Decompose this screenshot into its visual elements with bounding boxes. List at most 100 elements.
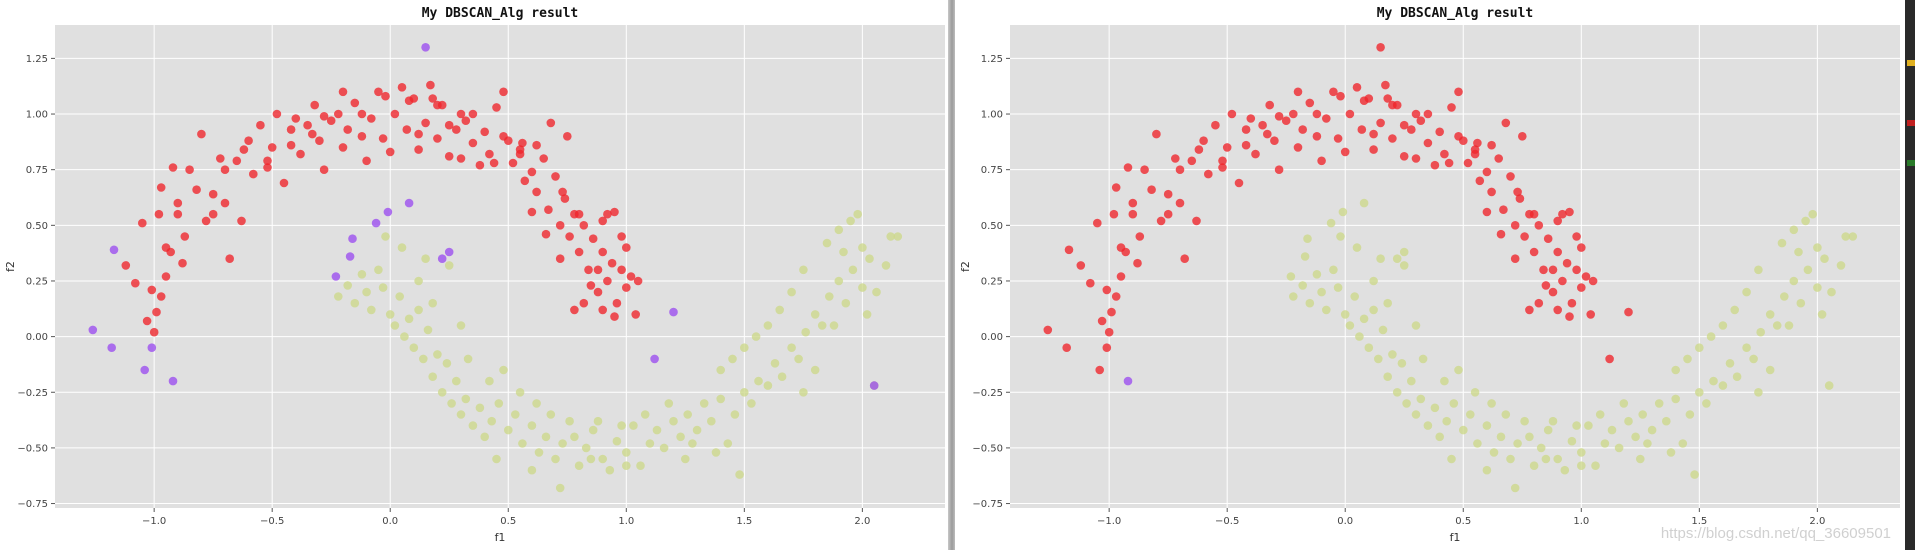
- data-point: [579, 298, 589, 308]
- data-point: [1796, 298, 1806, 308]
- data-point: [730, 410, 740, 419]
- data-point: [588, 234, 598, 243]
- data-point: [149, 327, 159, 337]
- data-point: [1300, 252, 1310, 261]
- data-point: [272, 109, 282, 119]
- data-point: [499, 87, 508, 97]
- data-point: [1525, 305, 1534, 315]
- data-point: [421, 118, 430, 128]
- data-point: [1607, 425, 1617, 435]
- data-point: [1392, 254, 1402, 263]
- data-point: [1111, 183, 1121, 192]
- data-point: [707, 416, 716, 426]
- data-point: [1383, 298, 1392, 308]
- data-point: [893, 232, 903, 241]
- data-point: [1784, 321, 1794, 330]
- data-point: [1595, 410, 1605, 419]
- data-point: [534, 448, 544, 457]
- left-plot-window: −1.0 −0.5 0.0 0.5 1.0 1.5 2.0 −0.75 −0.50 −0.25 0.…: [0, 0, 950, 550]
- data-point: [763, 321, 773, 330]
- data-point: [1199, 136, 1208, 145]
- data-point: [1742, 343, 1751, 353]
- data-point: [1241, 140, 1251, 150]
- data-point: [121, 261, 131, 270]
- data-point: [331, 272, 341, 281]
- data-point: [579, 221, 589, 230]
- data-point: [723, 439, 733, 448]
- data-point: [605, 465, 615, 475]
- data-point: [1588, 276, 1598, 286]
- data-point: [1329, 87, 1338, 97]
- data-point: [1369, 276, 1378, 286]
- data-point: [1643, 439, 1652, 448]
- data-point: [1381, 80, 1390, 90]
- data-point: [1312, 270, 1322, 279]
- data-point: [350, 298, 360, 308]
- data-point: [319, 165, 329, 174]
- data-point: [409, 343, 419, 353]
- data-point: [1376, 254, 1385, 263]
- data-point: [1265, 100, 1274, 110]
- data-point: [541, 432, 551, 442]
- data-point: [652, 425, 662, 435]
- data-point: [622, 461, 631, 471]
- data-point: [1383, 94, 1392, 103]
- data-point: [1357, 125, 1367, 134]
- data-point: [1565, 207, 1574, 217]
- data-point: [1350, 292, 1359, 301]
- data-point: [404, 314, 414, 324]
- data-point: [1683, 354, 1692, 364]
- data-point: [617, 265, 626, 275]
- data-point: [740, 343, 749, 353]
- data-point: [1605, 354, 1614, 364]
- data-point: [1227, 109, 1237, 119]
- data-point: [799, 265, 808, 275]
- data-point: [565, 232, 574, 241]
- data-point: [834, 276, 844, 286]
- data-point: [669, 416, 678, 426]
- data-point: [1572, 265, 1581, 275]
- data-point: [728, 354, 737, 364]
- data-point: [735, 470, 744, 479]
- data-point: [256, 120, 265, 130]
- data-point: [437, 254, 447, 263]
- data-point: [383, 207, 393, 217]
- data-point: [504, 425, 513, 435]
- data-point: [588, 425, 598, 435]
- data-point: [468, 138, 478, 148]
- data-point: [1305, 298, 1315, 308]
- data-point: [480, 432, 490, 442]
- data-point: [532, 187, 541, 197]
- data-point: [1473, 439, 1482, 448]
- data-point: [1402, 399, 1411, 408]
- data-point: [584, 265, 593, 275]
- data-point: [544, 205, 553, 214]
- data-point: [1499, 205, 1508, 214]
- data-point: [1560, 465, 1570, 475]
- y-tick-label: −0.25: [17, 388, 48, 399]
- data-point: [197, 129, 206, 139]
- x-tick-label: 1.5: [1691, 516, 1707, 527]
- data-point: [626, 272, 636, 281]
- data-point: [1133, 258, 1142, 268]
- data-point: [1553, 216, 1562, 226]
- scatter-plot-right: −1.0 −0.5 0.0 0.5 1.0 1.5 2.0 −0.75 −0.50 −0.25 0.…: [959, 6, 1900, 544]
- data-point: [338, 87, 348, 97]
- data-point: [1109, 209, 1119, 219]
- data-point: [1553, 454, 1562, 464]
- data-point: [853, 209, 862, 219]
- data-point: [475, 403, 485, 413]
- data-point: [1359, 198, 1369, 208]
- data-point: [1572, 232, 1581, 241]
- data-point: [1303, 234, 1312, 243]
- y-tick-label: 0.50: [26, 221, 48, 232]
- data-point: [1043, 325, 1053, 335]
- data-point: [1789, 225, 1799, 235]
- data-point: [385, 310, 395, 319]
- data-point: [107, 343, 116, 353]
- data-point: [1558, 209, 1567, 219]
- data-point: [1586, 310, 1595, 319]
- data-point: [239, 145, 249, 154]
- data-point: [593, 287, 603, 297]
- data-point: [1128, 209, 1138, 219]
